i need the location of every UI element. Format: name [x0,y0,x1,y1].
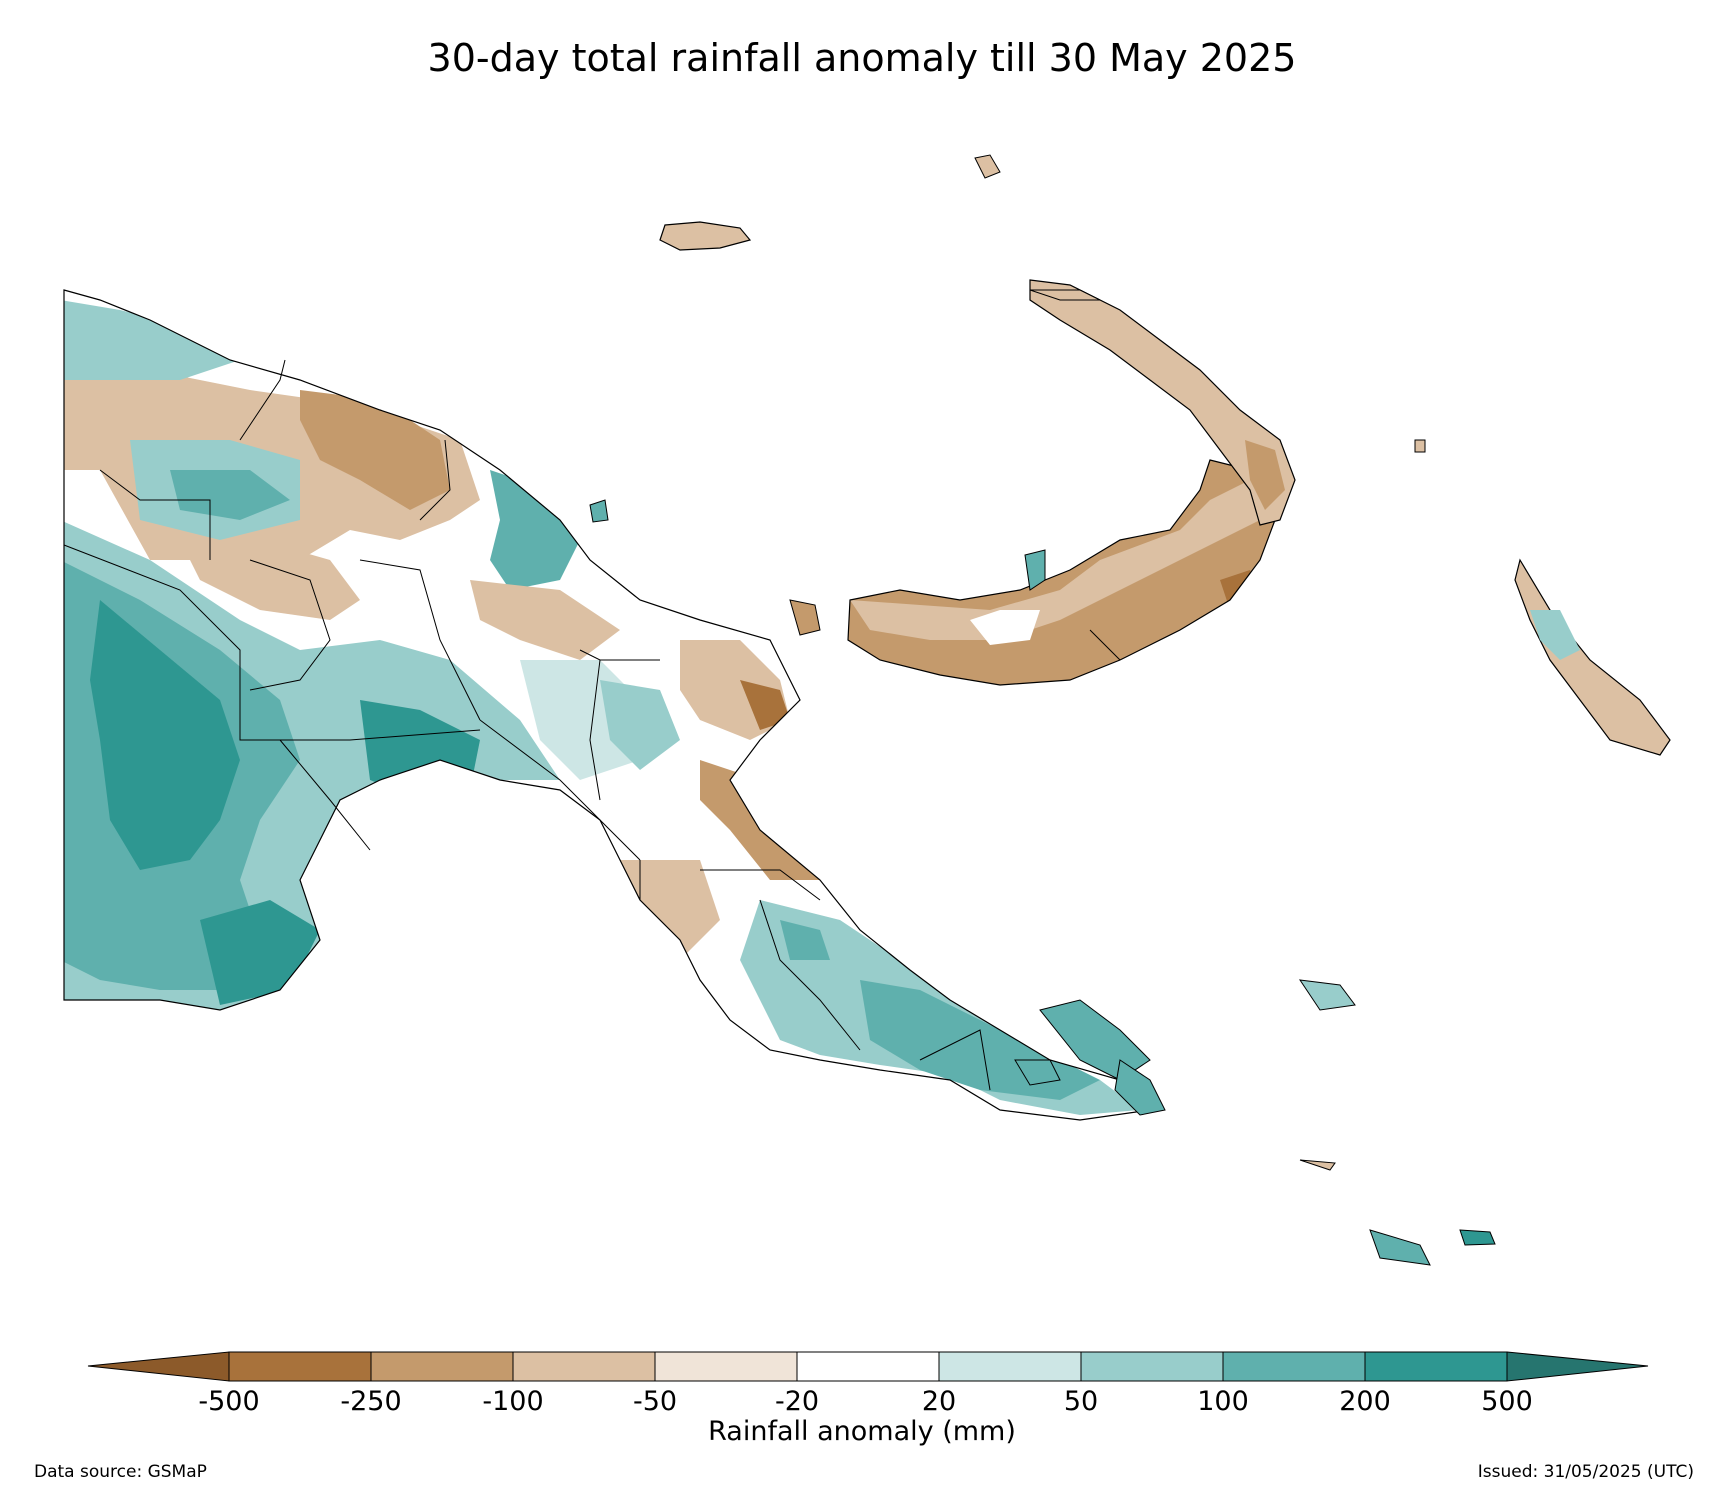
anomaly-region [180,540,360,620]
anomaly-region [470,580,620,660]
anomaly-region [300,390,450,510]
data-source: Data source: GSMaP [34,1462,207,1482]
colorbar-tick: 20 [921,1386,957,1417]
colorbar-bin [1080,1351,1224,1382]
colorbar-tick: 200 [1339,1386,1391,1417]
anomaly-region [740,680,790,730]
colorbar-tick: 500 [1481,1386,1533,1417]
colorbar-tick: -500 [198,1386,260,1417]
colorbar-extend-high [1506,1351,1649,1382]
colorbar-tick: -100 [482,1386,544,1417]
anomaly-region [780,920,830,960]
anomaly-region [90,600,240,870]
anomaly-region [170,470,290,520]
anomaly-region [970,610,1040,645]
colorbar-bin [654,1351,798,1382]
rainfall-anomaly-map [63,154,1671,1266]
colorbar-tick: -250 [340,1386,402,1417]
new-ireland [1029,279,1296,526]
colorbar-bin [1222,1351,1366,1382]
anomaly-region [620,860,720,960]
anomaly-region [64,300,240,380]
colorbar-extend-low [87,1351,230,1382]
issued-date: Issued: 31/05/2025 (UTC) [1477,1462,1694,1482]
map-title: 30-day total rainfall anomaly till 30 Ma… [427,36,1297,80]
mainland-coastline [63,289,1152,1121]
colorbar-tick: 50 [1063,1386,1099,1417]
colorbar-label: Rainfall anomaly (mm) [708,1416,1016,1447]
colorbar-tick: -20 [774,1386,820,1417]
colorbar-tick: 100 [1197,1386,1249,1417]
anomaly-region [1530,610,1580,660]
anomaly-region [1245,440,1285,510]
eastern-islands [589,154,1496,1266]
anomaly-region [850,480,1260,640]
colorbar-bin [938,1351,1082,1382]
manus-island [659,221,752,251]
colorbar-bin [512,1351,656,1382]
colorbar-bin [1364,1351,1508,1382]
anomaly-region [600,680,680,770]
anomaly-region [490,470,580,590]
bougainville [1514,558,1671,756]
colorbar-bin [796,1351,940,1382]
province-boundaries [63,359,991,1091]
colorbar-tick: -50 [632,1386,678,1417]
colorbar [87,1351,1649,1382]
province-boundary [1089,629,1121,661]
colorbar-bin [228,1351,372,1382]
colorbar-bin [370,1351,514,1382]
